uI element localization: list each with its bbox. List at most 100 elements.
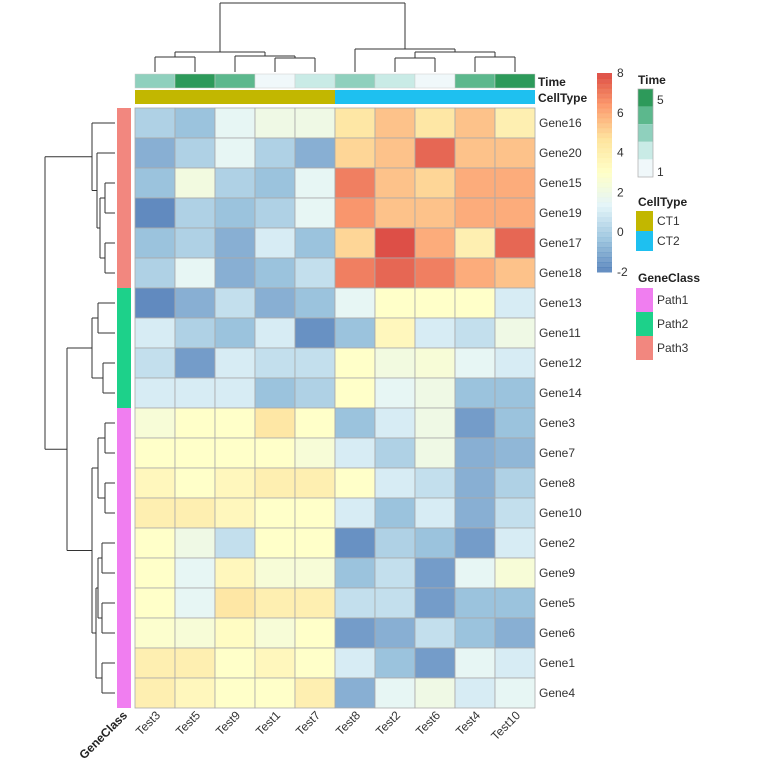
- row-label: Gene15: [539, 176, 582, 190]
- heatmap-cell-Gene9-Test8: [334, 557, 376, 589]
- colorbar-segment: [597, 217, 612, 223]
- heatmap-cell-Gene16-Test10: [494, 107, 536, 139]
- heatmap-cell-Gene9-Test5: [174, 557, 216, 589]
- geneclass-annotation-cell: [117, 588, 131, 618]
- row-label: Gene16: [539, 116, 582, 130]
- heatmap-cell-Gene13-Test4: [454, 287, 496, 319]
- geneclass-annotation-cell: [117, 468, 131, 498]
- heatmap-cell-Gene5-Test6: [414, 587, 456, 619]
- heatmap-cell-Gene8-Test10: [494, 467, 536, 499]
- heatmap-cell-Gene13-Test3: [134, 287, 176, 319]
- heatmap-cell-Gene17-Test4: [454, 227, 496, 259]
- time-annotation-cell: [454, 73, 496, 89]
- column-dendrogram: [154, 2, 516, 72]
- heatmap-cell-Gene11-Test10: [494, 317, 536, 349]
- colorbar-segment: [597, 87, 612, 94]
- colorbar-segment: [597, 82, 612, 89]
- annotation-label-geneclass: GeneClass: [76, 708, 130, 762]
- geneclass-annotation-cell: [117, 228, 131, 258]
- heatmap-cell-Gene16-Test9: [214, 107, 256, 139]
- heatmap-cell-Gene12-Test9: [214, 347, 256, 379]
- time-legend-border: [637, 88, 654, 178]
- heatmap-cell-Gene12-Test10: [494, 347, 536, 379]
- heatmap-cell-Gene9-Test2: [374, 557, 416, 589]
- heatmap-cell-Gene14-Test7: [294, 377, 336, 409]
- colorbar-segment: [597, 192, 612, 198]
- heatmap-cell-Gene5-Test7: [294, 587, 336, 619]
- heatmap-cell-Gene2-Test3: [134, 527, 176, 559]
- heatmap-cell-Gene4-Test3: [134, 677, 176, 709]
- heatmap-cell-Gene15-Test7: [294, 167, 336, 199]
- heatmap-cell-Gene1-Test3: [134, 647, 176, 679]
- heatmap-cell-Gene11-Test6: [414, 317, 456, 349]
- colorbar-segment: [597, 107, 612, 114]
- heatmap-cell-Gene9-Test9: [214, 557, 256, 589]
- colorbar-segment: [597, 177, 612, 183]
- colorbar-segment: [597, 172, 612, 178]
- heatmap-cell-Gene9-Test1: [254, 557, 296, 589]
- geneclass-annotation-cell: [117, 138, 131, 168]
- legend-title-celltype: CellType: [638, 195, 687, 209]
- heatmap-cell-Gene15-Test9: [214, 167, 256, 199]
- heatmap-cell-Gene19-Test1: [254, 197, 296, 229]
- colorbar-segment: [597, 257, 612, 263]
- heatmap-cell-Gene3-Test1: [254, 407, 296, 439]
- heatmap-cell-Gene20-Test4: [454, 137, 496, 169]
- colorbar-tick-label: 2: [617, 185, 624, 199]
- heatmap-cell-Gene6-Test2: [374, 617, 416, 649]
- heatmap-cell-Gene7-Test9: [214, 437, 256, 469]
- row-label: Gene18: [539, 266, 582, 280]
- heatmap-cell-Gene9-Test4: [454, 557, 496, 589]
- colorbar-segment: [597, 207, 612, 213]
- geneclass-annotation-cell: [117, 318, 131, 348]
- geneclass-annotation-cell: [117, 258, 131, 288]
- heatmap-cell-Gene8-Test7: [294, 467, 336, 499]
- colorbar-segment: [597, 167, 612, 173]
- heatmap-cell-Gene14-Test4: [454, 377, 496, 409]
- celltype-annotation-cell: [255, 90, 295, 104]
- heatmap-cell-Gene3-Test3: [134, 407, 176, 439]
- colorbar-tick-label: 8: [617, 66, 624, 80]
- heatmap-cell-Gene16-Test3: [134, 107, 176, 139]
- heatmap-cell-Gene10-Test2: [374, 497, 416, 529]
- legend-time-high: 5: [657, 93, 664, 107]
- celltype-annotation-cell: [495, 90, 535, 104]
- heatmap-cell-Gene1-Test8: [334, 647, 376, 679]
- geneclass-annotation-cell: [117, 168, 131, 198]
- heatmap-cell-Gene13-Test7: [294, 287, 336, 319]
- heatmap-cell-Gene2-Test2: [374, 527, 416, 559]
- heatmap-cell-Gene2-Test5: [174, 527, 216, 559]
- geneclass-annotation-cell: [117, 498, 131, 528]
- colorbar-segment: [597, 137, 612, 144]
- heatmap-cell-Gene1-Test10: [494, 647, 536, 679]
- time-annotation-cell: [334, 73, 376, 89]
- row-label: Gene5: [539, 596, 575, 610]
- heatmap-cell-Gene3-Test5: [174, 407, 216, 439]
- heatmap-cell-Gene5-Test8: [334, 587, 376, 619]
- heatmap-cell-Gene18-Test5: [174, 257, 216, 289]
- heatmap-cell-Gene2-Test1: [254, 527, 296, 559]
- heatmap-cell-Gene7-Test10: [494, 437, 536, 469]
- row-label: Gene2: [539, 536, 575, 550]
- heatmap-cell-Gene2-Test6: [414, 527, 456, 559]
- color-scale-legend: 8 6 4 2 0 -2: [597, 66, 628, 279]
- heatmap-cell-Gene13-Test6: [414, 287, 456, 319]
- heatmap-cell-Gene14-Test8: [334, 377, 376, 409]
- heatmap-cell-Gene4-Test10: [494, 677, 536, 709]
- colorbar-segment: [597, 112, 612, 119]
- colorbar-segment: [597, 152, 612, 159]
- celltype-annotation-cell: [455, 90, 495, 104]
- colorbar-segment: [597, 73, 612, 79]
- heatmap-cell-Gene8-Test1: [254, 467, 296, 499]
- heatmap-cell-Gene10-Test3: [134, 497, 176, 529]
- heatmap-cell-Gene1-Test5: [174, 647, 216, 679]
- geneclass-annotation-cell: [117, 108, 131, 138]
- heatmap-cell-Gene7-Test2: [374, 437, 416, 469]
- colorbar-segment: [597, 157, 612, 164]
- heatmap-cell-Gene7-Test7: [294, 437, 336, 469]
- heatmap-cell-Gene18-Test10: [494, 257, 536, 289]
- time-legend-swatch: [638, 89, 653, 107]
- heatmap-cell-Gene15-Test8: [334, 167, 376, 199]
- heatmap-cell-Gene2-Test4: [454, 527, 496, 559]
- heatmap-cell-Gene13-Test8: [334, 287, 376, 319]
